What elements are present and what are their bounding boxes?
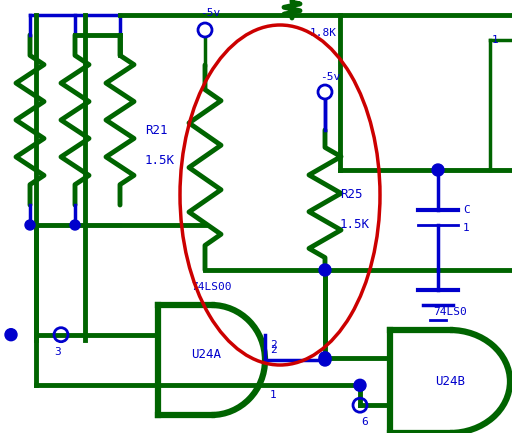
Text: 2: 2 (270, 340, 277, 350)
Text: 1.5K: 1.5K (340, 219, 370, 232)
Text: 1.5K: 1.5K (145, 154, 175, 167)
Text: -5v: -5v (200, 8, 220, 18)
Circle shape (5, 329, 17, 341)
Text: 1.8K: 1.8K (310, 28, 337, 38)
Circle shape (70, 220, 80, 230)
Text: U24B: U24B (435, 375, 465, 388)
Text: R25: R25 (340, 188, 362, 201)
Text: R21: R21 (145, 123, 167, 136)
Circle shape (319, 352, 331, 364)
Text: 1: 1 (491, 35, 498, 45)
Text: 74LS00: 74LS00 (191, 282, 232, 292)
Text: 1: 1 (270, 390, 277, 400)
Text: 6: 6 (361, 417, 368, 427)
Circle shape (25, 220, 35, 230)
Text: 1: 1 (463, 223, 470, 233)
Circle shape (354, 379, 366, 391)
Text: U24A: U24A (191, 349, 222, 362)
Circle shape (432, 164, 444, 176)
Text: -5v: -5v (320, 72, 340, 82)
Text: 74LS0: 74LS0 (433, 307, 467, 317)
Circle shape (319, 264, 331, 276)
Text: C: C (463, 205, 470, 215)
Text: 3: 3 (55, 347, 61, 357)
Circle shape (319, 354, 331, 366)
Text: 2: 2 (270, 345, 277, 355)
